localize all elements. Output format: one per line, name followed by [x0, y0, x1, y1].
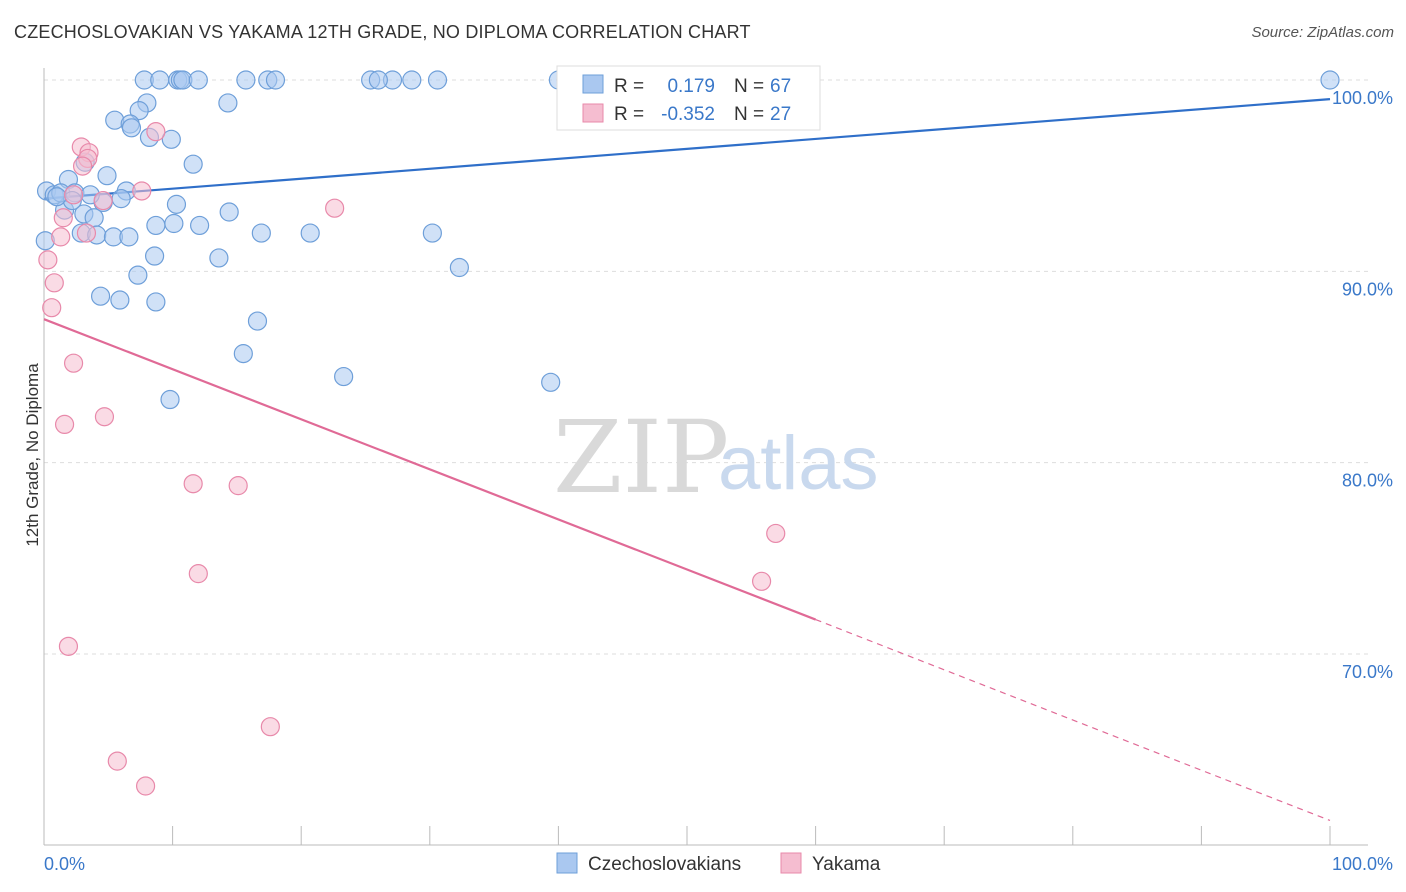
point-czechoslovakians — [300, 223, 320, 243]
legend-n-value: 67 — [770, 76, 791, 97]
point-czechoslovakians — [368, 70, 388, 90]
point-czechoslovakians — [128, 265, 148, 285]
point-czechoslovakians — [146, 292, 166, 312]
point-yakama — [38, 250, 58, 270]
point-czechoslovakians — [209, 248, 229, 268]
y-tick-label: 100.0% — [1332, 88, 1393, 108]
point-czechoslovakians — [150, 70, 170, 90]
point-czechoslovakians — [427, 70, 448, 90]
point-yakama — [63, 353, 84, 373]
series-legend: Czechoslovakians Yakama — [556, 852, 881, 875]
point-yakama — [44, 273, 64, 293]
trend-line-yakama — [43, 318, 816, 621]
watermark-atlas: atlas — [718, 421, 879, 506]
point-yakama — [107, 751, 127, 771]
point-czechoslovakians — [219, 202, 239, 222]
watermark: ZIP atlas — [553, 399, 879, 516]
point-czechoslovakians — [121, 118, 142, 138]
y-tick-label: 80.0% — [1342, 471, 1393, 491]
point-yakama — [72, 156, 93, 176]
point-czechoslovakians — [236, 70, 256, 90]
legend-n-value: 27 — [770, 104, 791, 125]
legend-n-label: N = — [734, 104, 764, 125]
legend-label-czechoslovakians: Czechoslovakians — [588, 854, 741, 875]
point-czechoslovakians — [251, 223, 271, 243]
point-yakama — [93, 190, 113, 211]
point-czechoslovakians — [265, 70, 286, 90]
point-yakama — [51, 227, 71, 247]
point-czechoslovakians — [146, 215, 166, 236]
point-czechoslovakians — [110, 290, 130, 310]
trend-extension-yakama — [815, 619, 1331, 822]
legend-swatch-yakama — [780, 852, 802, 874]
y-axis-label: 12th Grade, No Diploma — [23, 363, 42, 547]
point-czechoslovakians — [1320, 70, 1340, 90]
point-czechoslovakians — [218, 93, 238, 113]
point-yakama — [228, 476, 248, 496]
point-yakama — [260, 717, 280, 737]
point-yakama — [53, 208, 73, 228]
trend-line-czechoslovakians — [43, 98, 1331, 200]
point-czechoslovakians — [190, 215, 210, 236]
x-tick-label: 100.0% — [1332, 854, 1393, 874]
legend-label-yakama: Yakama — [812, 854, 881, 875]
legend-swatch-czechoslovakians — [582, 74, 604, 94]
chart-title: CZECHOSLOVAKIAN VS YAKAMA 12TH GRADE, NO… — [14, 22, 751, 42]
point-czechoslovakians — [160, 389, 180, 410]
point-czechoslovakians — [144, 246, 165, 266]
legend-r-label: R = — [614, 76, 644, 97]
point-czechoslovakians — [402, 70, 422, 90]
legend-swatch-yakama — [582, 103, 604, 123]
point-czechoslovakians — [111, 189, 131, 209]
source-label: Source: ZipAtlas.com — [1251, 24, 1394, 41]
y-tick-label: 70.0% — [1342, 662, 1393, 682]
x-tick-label: 0.0% — [44, 854, 85, 874]
legend-n-label: N = — [734, 76, 764, 97]
point-czechoslovakians — [422, 223, 442, 243]
grid-lines — [44, 79, 1368, 655]
point-yakama — [54, 414, 75, 434]
legend-swatch-czechoslovakians — [556, 852, 578, 874]
point-yakama — [94, 407, 115, 427]
point-czechoslovakians — [247, 311, 268, 331]
watermark-zip: ZIP — [553, 399, 729, 516]
legend-r-value: 0.179 — [667, 76, 715, 97]
point-yakama — [146, 122, 166, 142]
point-yakama — [42, 298, 62, 318]
legend-r-value: -0.352 — [661, 104, 715, 125]
point-yakama — [188, 564, 208, 584]
point-czechoslovakians — [161, 129, 181, 149]
point-yakama — [325, 198, 345, 218]
point-yakama — [766, 523, 786, 544]
y-tick-label: 90.0% — [1342, 279, 1393, 299]
point-yakama — [58, 636, 79, 656]
point-czechoslovakians — [541, 372, 561, 392]
point-czechoslovakians — [183, 154, 203, 174]
legend-r-label: R = — [614, 104, 644, 125]
point-yakama — [63, 185, 84, 205]
point-yakama — [132, 181, 152, 201]
trend-lines — [43, 98, 1331, 822]
point-yakama — [76, 223, 97, 243]
point-czechoslovakians — [164, 213, 184, 234]
point-czechoslovakians — [188, 70, 208, 90]
point-czechoslovakians — [90, 286, 111, 306]
stats-legend: R = 0.179 N = 67 R = -0.352 N = 27 — [556, 65, 821, 131]
point-yakama — [183, 474, 203, 494]
point-czechoslovakians — [449, 257, 469, 278]
point-czechoslovakians — [166, 194, 187, 214]
tick-labels: 100.0% 90.0% 80.0% 70.0% 0.0% 100.0% — [44, 88, 1393, 874]
point-czechoslovakians — [47, 187, 67, 207]
point-czechoslovakians — [334, 366, 354, 387]
point-czechoslovakians — [97, 166, 117, 186]
point-czechoslovakians — [129, 101, 149, 121]
point-czechoslovakians — [119, 227, 139, 247]
point-yakama — [751, 571, 772, 591]
point-yakama — [135, 776, 156, 796]
point-czechoslovakians — [233, 344, 253, 364]
